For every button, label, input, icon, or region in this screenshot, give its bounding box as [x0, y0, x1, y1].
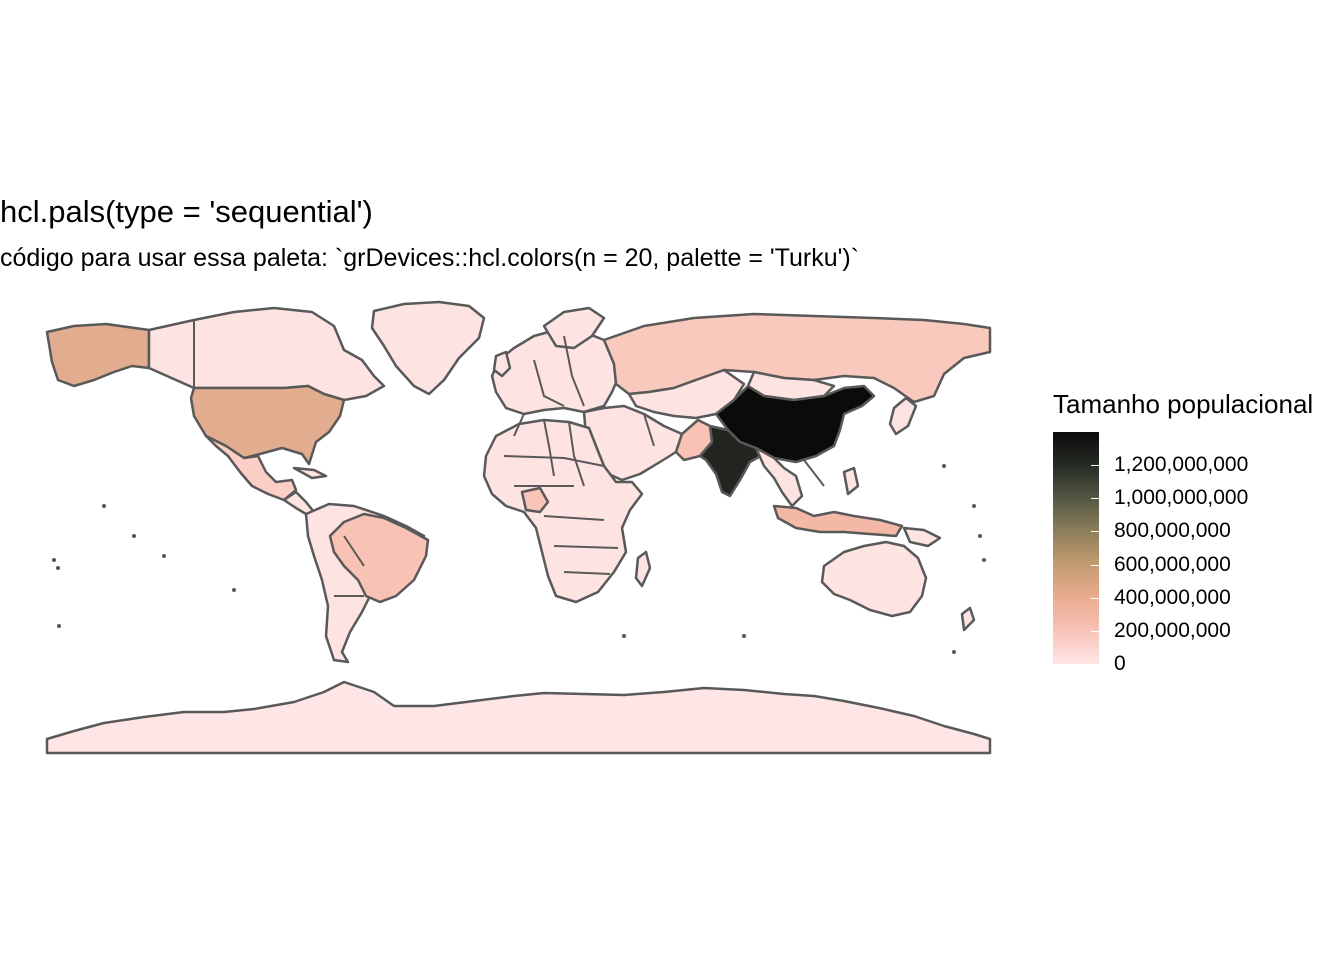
- region-indonesia: [772, 504, 904, 538]
- legend-label: 800,000,000: [1114, 519, 1231, 543]
- legend-tick: [1091, 664, 1099, 665]
- region-alaska: [45, 322, 151, 388]
- legend-label: 0: [1114, 652, 1126, 675]
- region-canada: [147, 306, 386, 402]
- region-india: [698, 424, 766, 498]
- legend-label: 600,000,000: [1114, 552, 1231, 576]
- region-scandinavia: [542, 306, 606, 350]
- region-uk: [492, 350, 512, 378]
- legend-color-bar: [1053, 432, 1099, 664]
- legend-label: 1,000,000,000: [1114, 486, 1249, 510]
- world-map: [44, 296, 992, 756]
- region-nigeria: [520, 486, 550, 514]
- region-brazil: [328, 512, 430, 604]
- legend-label: 1,200,000,000: [1114, 453, 1249, 477]
- legend-tick: [1091, 465, 1099, 467]
- region-philippines: [842, 466, 860, 496]
- legend-tick: [1091, 531, 1099, 533]
- legend-tick: [1091, 498, 1099, 500]
- legend-tick: [1091, 597, 1099, 599]
- legend-label: 400,000,000: [1114, 585, 1231, 609]
- region-madagascar: [634, 550, 652, 588]
- region-southeast-asia: [754, 446, 804, 508]
- region-antarctica: [45, 680, 992, 755]
- plot-title: hcl.pals(type = 'sequential'): [0, 194, 373, 229]
- region-new-zealand: [960, 606, 976, 632]
- region-australia: [820, 540, 928, 618]
- region-caribbean: [292, 466, 328, 480]
- legend-tick: [1091, 630, 1099, 632]
- legend-labels: 1,200,000,000 1,000,000,000 800,000,000 600…: [1091, 432, 1344, 675]
- plot-subtitle: código para usar essa paleta: `grDevices…: [0, 244, 860, 272]
- legend-tick: [1091, 564, 1099, 566]
- region-mexico: [204, 434, 298, 502]
- legend-title: Tamanho populacional: [1053, 389, 1314, 419]
- region-usa: [189, 384, 346, 466]
- region-papua: [902, 526, 942, 548]
- region-greenland: [370, 300, 486, 396]
- region-japan: [888, 396, 918, 436]
- legend-label: 200,000,000: [1114, 618, 1231, 642]
